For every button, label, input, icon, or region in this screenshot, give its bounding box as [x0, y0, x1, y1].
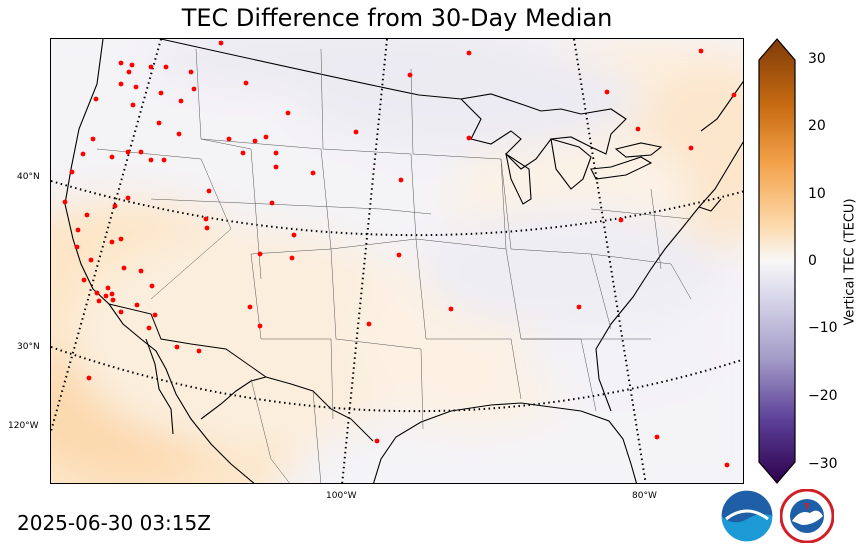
- tec-anomaly-field: [51, 39, 743, 483]
- tec-map: [50, 38, 744, 484]
- coastlines: [64, 39, 743, 483]
- colorbar-label: Vertical TEC (TECU): [842, 198, 858, 326]
- colorbar-tick: −20: [808, 388, 838, 404]
- borders: [108, 39, 462, 442]
- state-borders: [96, 48, 692, 483]
- lat-label-40n: 40°N: [17, 172, 40, 182]
- colorbar-tick: 0: [808, 253, 817, 269]
- chart-title: TEC Difference from 30-Day Median: [181, 4, 613, 32]
- colorbar-gradient: [758, 38, 796, 484]
- colorbar-tick: 30: [808, 51, 826, 67]
- colorbar-tick: 10: [808, 186, 826, 202]
- colorbar-tick: −10: [808, 320, 838, 336]
- nws-logo: [780, 489, 834, 543]
- colorbar-tick: 20: [808, 118, 826, 134]
- lon-label-80w: 80°W: [632, 491, 657, 501]
- timestamp: 2025-06-30 03:15Z: [17, 511, 211, 535]
- gnss-stations: [62, 40, 737, 468]
- colorbar: [758, 38, 796, 484]
- lon-label-120w: 120°W: [8, 421, 39, 431]
- lat-label-30n: 30°N: [17, 342, 40, 352]
- noaa-logo: [720, 489, 774, 543]
- colorbar-tick: −30: [808, 456, 838, 472]
- map-canvas: [51, 39, 743, 483]
- lon-label-100w: 100°W: [326, 491, 357, 501]
